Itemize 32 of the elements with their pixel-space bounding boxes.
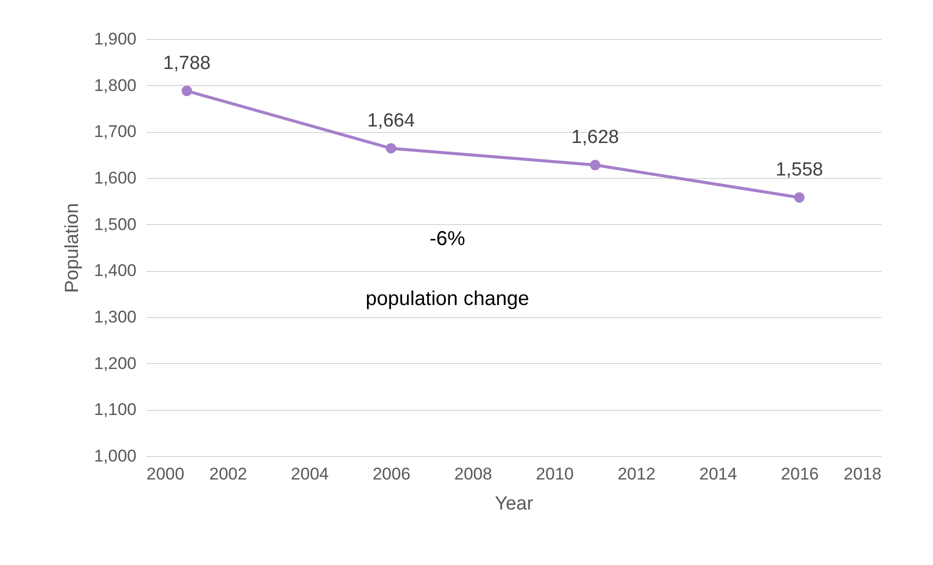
data-label: 1,788 bbox=[163, 52, 211, 74]
x-tick-label: 2008 bbox=[454, 464, 492, 484]
x-tick-label: 2016 bbox=[780, 464, 819, 484]
y-tick-label: 1,100 bbox=[94, 400, 136, 420]
data-label: 1,628 bbox=[571, 127, 619, 148]
x-tick-label: 2002 bbox=[209, 464, 248, 484]
x-tick-label: 2006 bbox=[372, 464, 410, 484]
y-tick-label: 1,500 bbox=[94, 214, 136, 234]
x-tick-label: 2000 bbox=[146, 464, 184, 484]
y-tick-label: 1,800 bbox=[94, 76, 136, 95]
x-tick-label: 2010 bbox=[536, 464, 574, 484]
x-axis-title: Year bbox=[494, 494, 534, 514]
annotation: population change bbox=[366, 288, 530, 310]
y-axis-title: Population bbox=[62, 203, 83, 293]
data-label: 1,664 bbox=[367, 110, 416, 132]
point bbox=[182, 86, 192, 96]
point bbox=[590, 160, 600, 170]
x-tick-label: 2014 bbox=[699, 464, 738, 484]
y-tick-label: 1,900 bbox=[94, 30, 136, 48]
y-tick-label: 1,700 bbox=[94, 122, 136, 142]
y-tick-label: 1,000 bbox=[94, 446, 136, 466]
annotation: -6% bbox=[430, 228, 466, 250]
x-tick-label: 2012 bbox=[618, 464, 656, 484]
point bbox=[794, 192, 805, 203]
x-tick-label: 2018 bbox=[844, 464, 882, 484]
x-tick-label: 2004 bbox=[290, 464, 329, 484]
point bbox=[386, 143, 396, 154]
data-label: 1,558 bbox=[776, 159, 824, 180]
y-tick-label: 1,400 bbox=[94, 261, 136, 280]
y-tick-label: 1,200 bbox=[94, 354, 136, 373]
y-tick-label: 1,600 bbox=[94, 168, 136, 188]
y-tick-label: 1,300 bbox=[94, 308, 136, 326]
